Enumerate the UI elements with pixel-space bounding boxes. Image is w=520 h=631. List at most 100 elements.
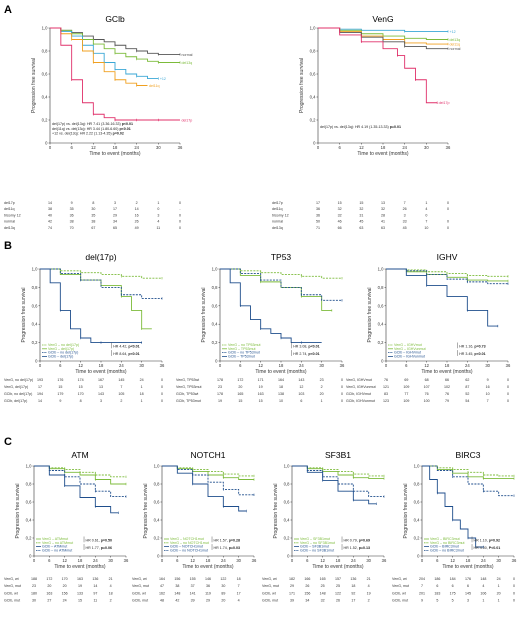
x-axis-label: Time to event (months)	[312, 564, 364, 570]
series-line-3	[40, 268, 142, 344]
risk-cell: 20	[497, 591, 501, 595]
risk-cell: 25	[336, 584, 340, 588]
y-tick-label: 0,6	[284, 500, 290, 505]
x-axis-label: Time to event (months)	[54, 564, 106, 570]
risk-cell: 15	[359, 201, 363, 205]
legend-label: VenG – del(17p)	[48, 347, 74, 351]
risk-cell: 148	[320, 591, 326, 595]
y-tick-label: 0,6	[378, 303, 384, 308]
risk-cell: 0	[161, 399, 163, 403]
y-tick-label: 0,4	[414, 518, 420, 523]
risk-cell: 163	[77, 577, 83, 581]
x-tick-label: 24	[299, 363, 304, 368]
risk-row-label: GClb, wt	[132, 591, 146, 595]
hr-note: del(11q) vs. del(13q): HR 3.44 (1.80-6.6…	[52, 127, 131, 131]
legend-label: GClb – BIRC3mut	[430, 545, 459, 549]
legend-label: GClb – NOTCH1mut	[170, 545, 203, 549]
risk-row-label: del11q	[4, 207, 15, 211]
risk-cell: 71	[316, 226, 320, 230]
risk-cell: 163	[46, 591, 52, 595]
hr-pvalue: p<0.01	[308, 352, 319, 356]
y-tick-label: 0,4	[212, 322, 218, 327]
y-tick-label: 0	[215, 359, 218, 364]
legend-label: VenG – no ATMmut	[42, 541, 73, 545]
x-tick-label: 30	[485, 363, 490, 368]
x-tick-label: 30	[319, 363, 324, 368]
x-axis-label: Time to event (months)	[421, 369, 473, 375]
risk-cell: 100	[424, 399, 430, 403]
risk-cell: 32	[338, 207, 342, 211]
risk-cell: 3	[114, 201, 116, 205]
x-tick-label: 0	[49, 145, 52, 150]
y-tick-label: 0,8	[414, 482, 420, 487]
series-line-0	[220, 268, 342, 279]
risk-cell: 1	[498, 584, 500, 588]
risk-cell: 194	[37, 392, 43, 396]
hr-note: del(17p) vs. del(13q): HR 7.41 (3.36-16.…	[52, 122, 133, 126]
hr-text: HR 0.61,	[86, 539, 101, 543]
y-tick-label: 1,0	[154, 464, 160, 469]
risk-cell: 180	[31, 591, 37, 595]
x-tick-label: 30	[496, 558, 501, 563]
risk-cell: 27	[47, 599, 51, 603]
legend-label: VenG – NOTCH1mut	[170, 537, 204, 541]
risk-cell: 8	[92, 201, 94, 205]
hr-pvalue: p<0.01	[128, 345, 139, 349]
risk-cell: 35	[70, 207, 74, 211]
risk-cell: 0	[179, 201, 181, 205]
y-axis-label: Progression free survival	[31, 58, 37, 113]
risk-cell: 103	[298, 392, 304, 396]
risk-cell: 119	[205, 591, 211, 595]
risk-cell: 201	[419, 591, 425, 595]
legend-label: VenG – BIRC3mut	[430, 537, 460, 541]
risk-cell: 9	[59, 399, 61, 403]
x-tick-label: 30	[366, 558, 371, 563]
y-tick-label: 1,0	[32, 267, 38, 272]
risk-cell: 50	[316, 220, 320, 224]
risk-row-label: trisomy 12	[4, 213, 21, 217]
risk-cell: 182	[289, 577, 295, 581]
risk-cell: 6	[436, 584, 438, 588]
risk-cell: 0	[513, 591, 515, 595]
x-tick-label: 6	[70, 145, 73, 150]
hr-value: HR 1.10, p=0.92	[474, 539, 500, 543]
risk-cell: 39	[290, 599, 294, 603]
risk-cell: 18	[279, 385, 283, 389]
risk-cell: 66	[445, 378, 449, 382]
risk-cell: 40	[48, 213, 52, 217]
series-line-4	[50, 27, 180, 121]
risk-cell: 0	[179, 220, 181, 224]
risk-row-label: VenG, wt	[4, 577, 19, 581]
risk-cell: 23	[32, 584, 36, 588]
x-tick-label: 0	[317, 145, 320, 150]
risk-row-label: VenG, no del(17p)	[4, 378, 33, 382]
x-tick-label: 6	[405, 363, 408, 368]
x-tick-label: 12	[424, 363, 429, 368]
risk-row-label: del17p	[272, 201, 283, 205]
risk-row-label: trisomy 12	[272, 213, 289, 217]
risk-cell: 38	[70, 220, 74, 224]
risk-cell: 4	[157, 220, 159, 224]
legend-label: GClb – IGHVunmut	[394, 354, 425, 358]
risk-cell: 18	[140, 392, 144, 396]
x-tick-label: 6	[436, 558, 439, 563]
risk-cell: 0	[447, 207, 449, 211]
risk-cell: 145	[118, 378, 124, 382]
series-line-2	[40, 268, 162, 299]
x-tick-label: 24	[481, 558, 486, 563]
legend-label: GClb – del(17p)	[48, 354, 73, 358]
risk-row-label: del13q	[272, 226, 283, 230]
hr-note-text: +12 vs. del(13q): HR 2.22 (1.13-4.35)	[52, 132, 113, 136]
y-tick-label: 0,6	[212, 303, 218, 308]
risk-cell: 25	[321, 584, 325, 588]
y-tick-label: 1,0	[378, 267, 384, 272]
risk-cell: 23	[320, 378, 324, 382]
risk-cell: 4	[425, 207, 427, 211]
risk-cell: 31	[359, 213, 363, 217]
risk-cell: 36	[316, 207, 320, 211]
risk-row-label: VenG, TP53wt	[176, 378, 199, 382]
risk-cell: 18	[351, 584, 355, 588]
x-tick-label: 6	[239, 363, 242, 368]
x-tick-label: 30	[139, 363, 144, 368]
